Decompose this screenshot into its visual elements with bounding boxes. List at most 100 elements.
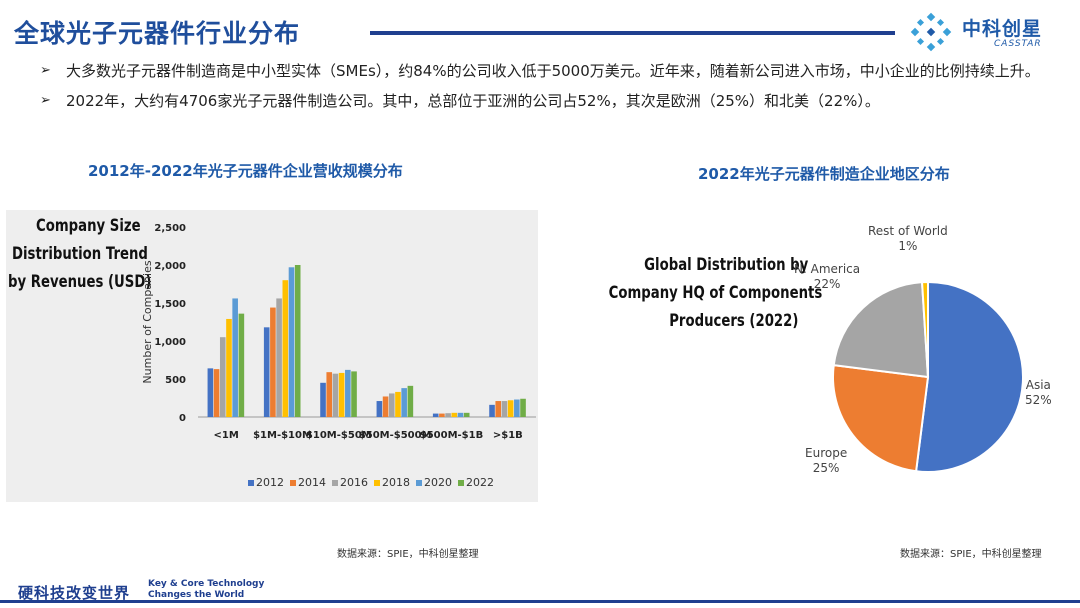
- legend-label: 2018: [382, 476, 410, 489]
- bar-2020: [345, 369, 351, 417]
- slice-value: 22%: [813, 277, 841, 291]
- arrow-bullet-icon: ➢: [40, 63, 51, 78]
- bar-2018: [282, 280, 289, 417]
- bar-2014: [326, 372, 333, 417]
- bar-chart-subtitle: 2012年-2022年光子元器件企业营收规模分布: [88, 162, 403, 180]
- footer-slogan-cn: 硬科技改变世界: [18, 584, 131, 602]
- page-title: 全球光子元器件行业分布: [14, 19, 301, 48]
- slice-value: 25%: [812, 461, 840, 475]
- bar-2022: [351, 371, 357, 417]
- legend-item: 2016: [332, 476, 368, 489]
- bar-2020: [288, 267, 295, 417]
- legend-item: 2020: [416, 476, 452, 489]
- pie-chart-title-line: Company HQ of Components: [608, 283, 823, 303]
- bar-2016: [501, 401, 508, 417]
- pie-chart-title-line: Global Distribution by: [644, 255, 809, 275]
- arrow-bullet-icon: ➢: [40, 93, 51, 108]
- x-tick-label: <1M: [214, 430, 239, 441]
- pie-label-asia: Asia 52%: [1025, 378, 1052, 408]
- x-tick-label: >$1B: [493, 430, 523, 441]
- bar-chart-legend: 2012 2014 2016 2018 2020 2022: [248, 476, 500, 489]
- bar-chart-title-line: Distribution Trend: [12, 244, 148, 264]
- footer-slogan-en: Key & Core Technology Changes the World: [148, 579, 264, 601]
- casstar-logo: 中科创星 CASSTAR: [906, 10, 1076, 54]
- bar-2020: [232, 298, 238, 417]
- bar-2014: [382, 396, 389, 417]
- legend-label: 2014: [298, 476, 326, 489]
- bar-2022: [238, 313, 245, 417]
- bar-chart-source: 数据来源：SPIE，中科创星整理: [337, 549, 479, 560]
- slice-value: 1%: [898, 239, 918, 253]
- bullet-text: 2022年，大约有4706家光子元器件制造公司。其中，总部位于亚洲的公司占52%…: [66, 92, 880, 110]
- bar-2018: [338, 372, 345, 417]
- bar-2014: [495, 401, 502, 417]
- y-tick-label: 2,000: [154, 261, 186, 272]
- bar-2018: [451, 412, 458, 417]
- legend-label: 2012: [256, 476, 284, 489]
- y-tick-label: 1,000: [154, 337, 186, 348]
- slice-name: Rest of World: [868, 224, 948, 238]
- x-tick-label: $500M-$1B: [420, 430, 483, 441]
- bar-2016: [332, 373, 339, 417]
- title-divider: [370, 31, 895, 35]
- bar-2016: [276, 298, 282, 417]
- slice-name: Europe: [805, 446, 848, 460]
- bar-2012: [320, 382, 326, 417]
- y-tick-label: 2,500: [154, 223, 186, 234]
- x-tick-label: $1M-$10M: [253, 430, 312, 441]
- pie-slice-rest-of-world: [920, 280, 929, 378]
- bar-2020: [457, 412, 464, 417]
- pie-chart: [832, 280, 1024, 473]
- bar-2012: [432, 413, 439, 417]
- y-tick-label: 1,500: [154, 299, 186, 310]
- legend-item: 2014: [290, 476, 326, 489]
- x-tick-label: $50M-$500M: [359, 430, 432, 441]
- y-tick-label: 0: [179, 413, 186, 424]
- pie-slice-asia: [914, 280, 1024, 473]
- footer-slogan-en-line: Key & Core Technology: [148, 579, 265, 589]
- bar-2022: [520, 398, 526, 417]
- pie-label-rest-of-world: Rest of World 1%: [868, 224, 948, 254]
- x-tick-label: $10M-$50M: [306, 430, 372, 441]
- bar-2020: [401, 388, 407, 417]
- bar-chart-panel: Company Size Distribution Trend by Reven…: [6, 210, 538, 502]
- legend-swatch: [290, 480, 296, 486]
- slice-name: Asia: [1025, 378, 1051, 392]
- bar-2012: [207, 368, 214, 417]
- legend-swatch: [416, 480, 422, 486]
- bar-2014: [439, 413, 445, 417]
- bar-2012: [376, 401, 383, 417]
- bullet-list: ➢ 大多数光子元器件制造商是中小型实体（SMEs），约84%的公司收入低于500…: [40, 56, 1070, 116]
- legend-item: 2018: [374, 476, 410, 489]
- y-tick-label: 500: [165, 375, 186, 386]
- pie-slice-n-america: [832, 281, 930, 379]
- bar-2016: [445, 413, 451, 417]
- legend-item: 2012: [248, 476, 284, 489]
- pie-chart-source: 数据来源：SPIE，中科创星整理: [900, 549, 1042, 560]
- footer-slogan-en-line: Changes the World: [148, 590, 245, 600]
- legend-swatch: [458, 480, 464, 486]
- logo-text-en: CASSTAR: [994, 39, 1042, 49]
- bar-2014: [213, 369, 220, 417]
- bar-2018: [226, 318, 232, 417]
- bar-2012: [489, 404, 495, 417]
- pie-label-europe: Europe 25%: [805, 446, 847, 476]
- bar-2020: [514, 399, 520, 417]
- pie-label-n-america: N. America 22%: [794, 262, 860, 292]
- slice-value: 52%: [1025, 393, 1052, 407]
- legend-item: 2022: [458, 476, 494, 489]
- bar-chart-title-line: Company Size: [36, 216, 141, 236]
- pie-chart-title-line: Producers (2022): [669, 311, 799, 331]
- slice-name: N. America: [794, 262, 861, 276]
- logo-text-cn: 中科创星: [962, 18, 1043, 40]
- bar-2012: [263, 327, 270, 417]
- bar-chart-title-line: by Revenues (USD): [8, 272, 152, 292]
- bullet-item: ➢ 2022年，大约有4706家光子元器件制造公司。其中，总部位于亚洲的公司占5…: [40, 86, 1070, 116]
- bar-2016: [388, 393, 395, 417]
- legend-label: 2022: [466, 476, 494, 489]
- bullet-text: 大多数光子元器件制造商是中小型实体（SMEs），约84%的公司收入低于5000万…: [66, 62, 1040, 80]
- bar-2022: [463, 412, 470, 417]
- pie-slice-europe: [832, 363, 930, 473]
- footer-divider: [0, 600, 1080, 603]
- bar-2022: [407, 385, 414, 417]
